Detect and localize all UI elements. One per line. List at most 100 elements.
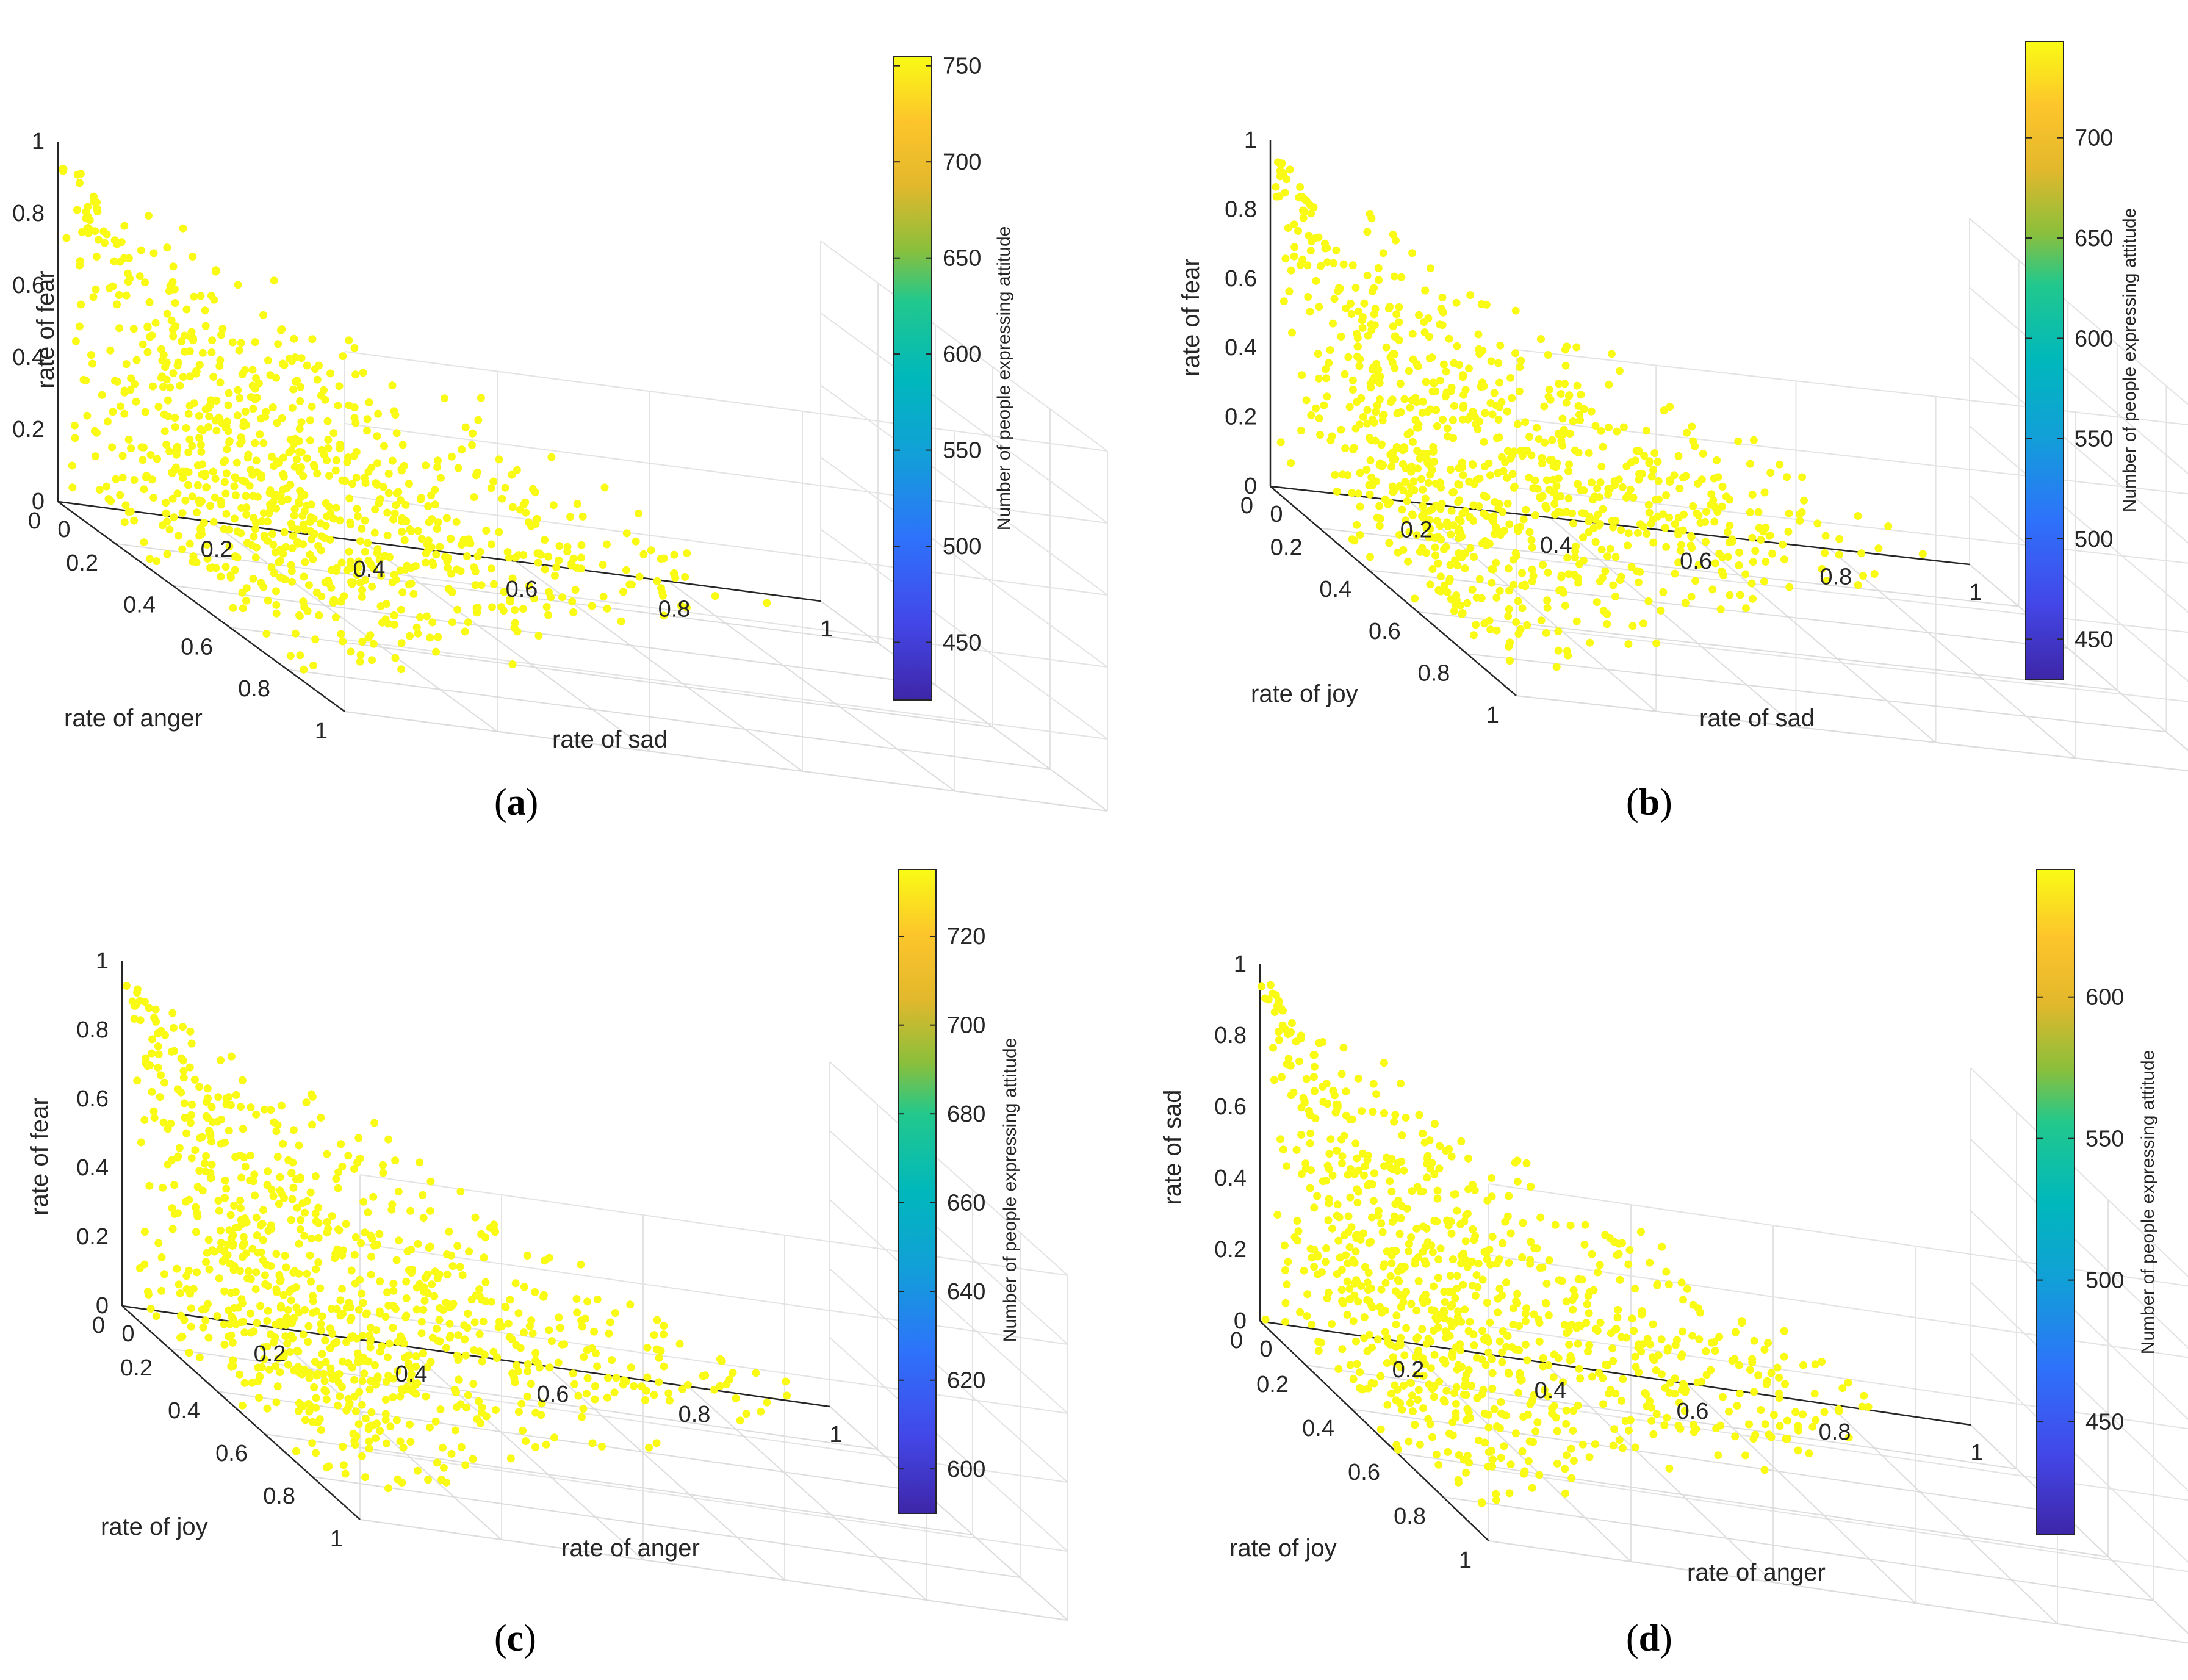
scatter-point [350,344,359,352]
scatter-point [1741,570,1750,579]
scatter-point [1838,1384,1847,1393]
scatter-point [1376,1303,1384,1311]
scatter-point [247,1328,255,1337]
scatter-point [1388,1247,1397,1255]
scatter-point [1348,489,1356,497]
scatter-point [1565,460,1574,469]
scatter-point [173,489,182,498]
scatter-point [233,411,242,420]
scatter-point [334,1401,342,1410]
scatter-point [1422,378,1430,386]
scatter-point [1447,1302,1455,1311]
scatter-point [593,1295,602,1303]
scatter-point [241,477,250,486]
scatter-point [358,524,366,533]
scatter-point [201,405,210,414]
scatter-point [327,1305,336,1313]
scatter-point [1735,1389,1744,1397]
scatter-point [1428,565,1437,573]
scatter-point [606,1318,614,1327]
scatter-point [222,1100,231,1109]
scatter-point [193,481,202,489]
scatter-point [294,1347,303,1356]
scatter-point [1580,1240,1589,1249]
scatter-point [657,1347,665,1355]
scatter-point [1571,553,1579,561]
scatter-point [1434,1274,1442,1282]
scatter-point [1511,349,1519,358]
scatter-point [264,517,272,526]
x-tick-label: 1 [1459,1548,1472,1573]
scatter-point [470,1318,479,1327]
scatter-point [1433,517,1441,525]
scatter-point [384,489,393,497]
scatter-point [591,1395,599,1404]
panel-d-y-ticks: 00.20.40.60.81 [1259,1336,1983,1466]
scatter-point [1444,1447,1452,1456]
scatter-point [501,483,509,492]
scatter-point [1414,1386,1423,1394]
scatter-point [212,564,220,572]
scatter-point [1447,507,1456,515]
scatter-point [563,543,572,551]
scatter-point [1369,1197,1378,1205]
scatter-point [356,657,364,666]
scatter-point [82,214,90,223]
scatter-point [1516,1372,1524,1381]
scatter-point [1367,1238,1375,1246]
scatter-point [763,599,771,607]
scatter-point [337,597,345,606]
scatter-point [107,497,115,505]
scatter-point [351,1407,360,1416]
scatter-point [1519,1219,1527,1227]
scatter-point [534,558,542,567]
scatter-point [1726,496,1734,504]
scatter-point [236,394,244,402]
scatter-point [221,1177,229,1184]
scatter-point [1328,432,1336,441]
scatter-point [279,1291,288,1299]
scatter-point [1358,1107,1366,1116]
scatter-point [272,1285,281,1294]
scatter-point [326,369,334,378]
scatter-point [1448,1255,1457,1264]
scatter-point [490,1225,498,1234]
scatter-point [1654,512,1662,521]
scatter-point [270,276,278,285]
scatter-point [1506,1460,1515,1469]
scatter-point [1446,561,1455,569]
scatter-point [1525,528,1534,536]
x-tick-label: 0.4 [123,593,156,618]
scatter-point [1466,291,1475,300]
scatter-point [238,1401,247,1410]
scatter-point [336,444,344,453]
scatter-point [135,997,144,1005]
scatter-point [1432,501,1441,510]
scatter-point [1645,457,1654,466]
scatter-point [161,1031,169,1039]
scatter-point [445,1319,454,1328]
y-tick-label: 1 [829,1422,842,1447]
scatter-point [1750,1336,1758,1345]
scatter-point [323,1150,331,1158]
scatter-point [1585,1341,1594,1349]
grid-line [1488,1397,2188,1501]
z-tick-label: 0 [32,489,45,514]
scatter-point [1468,460,1477,469]
scatter-point [244,1267,253,1275]
scatter-point [254,379,263,388]
scatter-point [1411,1421,1419,1429]
scatter-point [1628,1314,1636,1323]
scatter-point [332,503,340,512]
scatter-point [1451,1294,1459,1302]
scatter-point [1279,1006,1287,1015]
scatter-point [1296,1308,1305,1316]
scatter-point [1412,531,1421,539]
scatter-point [1506,638,1514,647]
scatter-point [279,485,287,494]
scatter-point [227,1260,236,1269]
scatter-point [1328,1224,1336,1233]
scatter-point [1615,1436,1624,1444]
scatter-point [1340,1231,1348,1239]
scatter-point [187,1154,196,1163]
